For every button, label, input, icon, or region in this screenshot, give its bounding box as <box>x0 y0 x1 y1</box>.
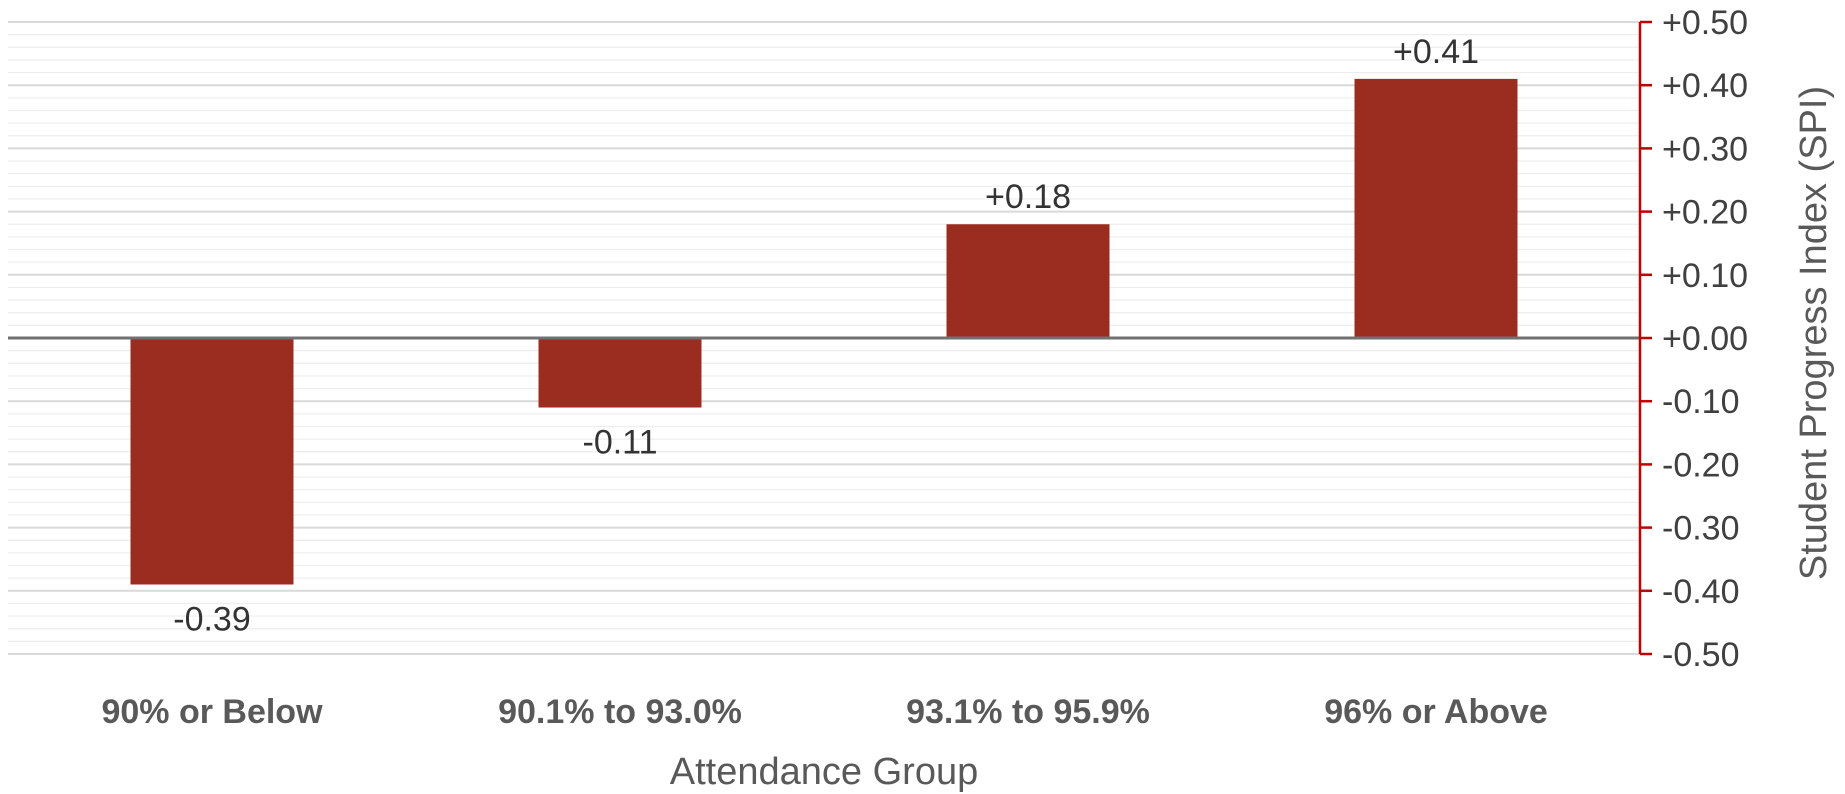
data-label: +0.41 <box>1393 33 1479 71</box>
data-label: -0.11 <box>583 424 658 462</box>
bars <box>130 78 1518 585</box>
y-axis-title: Student Progress Index (SPI) <box>1793 86 1835 580</box>
data-labels: -0.39 -0.11 +0.18 +0.41 <box>173 33 1479 639</box>
y-tick-label: +0.30 <box>1662 130 1748 168</box>
bar <box>538 338 702 408</box>
y-tick-label: -0.30 <box>1662 510 1740 548</box>
x-axis-categories: 90% or Below 90.1% to 93.0% 93.1% to 95.9%… <box>101 693 1547 731</box>
y-tick-label: +0.10 <box>1662 257 1748 295</box>
bar <box>946 224 1110 338</box>
y-tick-label: -0.40 <box>1662 573 1740 611</box>
bar <box>1354 78 1518 338</box>
data-label: -0.39 <box>173 600 251 638</box>
x-axis-title: Attendance Group <box>670 751 978 793</box>
bar <box>130 338 294 585</box>
y-tick-label: -0.20 <box>1662 446 1740 484</box>
category-label: 90.1% to 93.0% <box>498 693 742 731</box>
y-tick-label: +0.50 <box>1662 4 1748 42</box>
y-tick-label: +0.20 <box>1662 194 1748 232</box>
category-label: 90% or Below <box>101 693 323 731</box>
y-tick-label: +0.00 <box>1662 320 1748 358</box>
category-label: 96% or Above <box>1324 693 1548 731</box>
y-tick-label: -0.50 <box>1662 636 1740 674</box>
y-tick-label: -0.10 <box>1662 383 1740 421</box>
category-label: 93.1% to 95.9% <box>906 693 1150 731</box>
data-label: +0.18 <box>985 178 1071 216</box>
y-axis: +0.50 +0.40 +0.30 +0.20 +0.10 +0.00 -0.10 -0.20… <box>1638 4 1748 674</box>
y-tick-label: +0.40 <box>1662 67 1748 105</box>
